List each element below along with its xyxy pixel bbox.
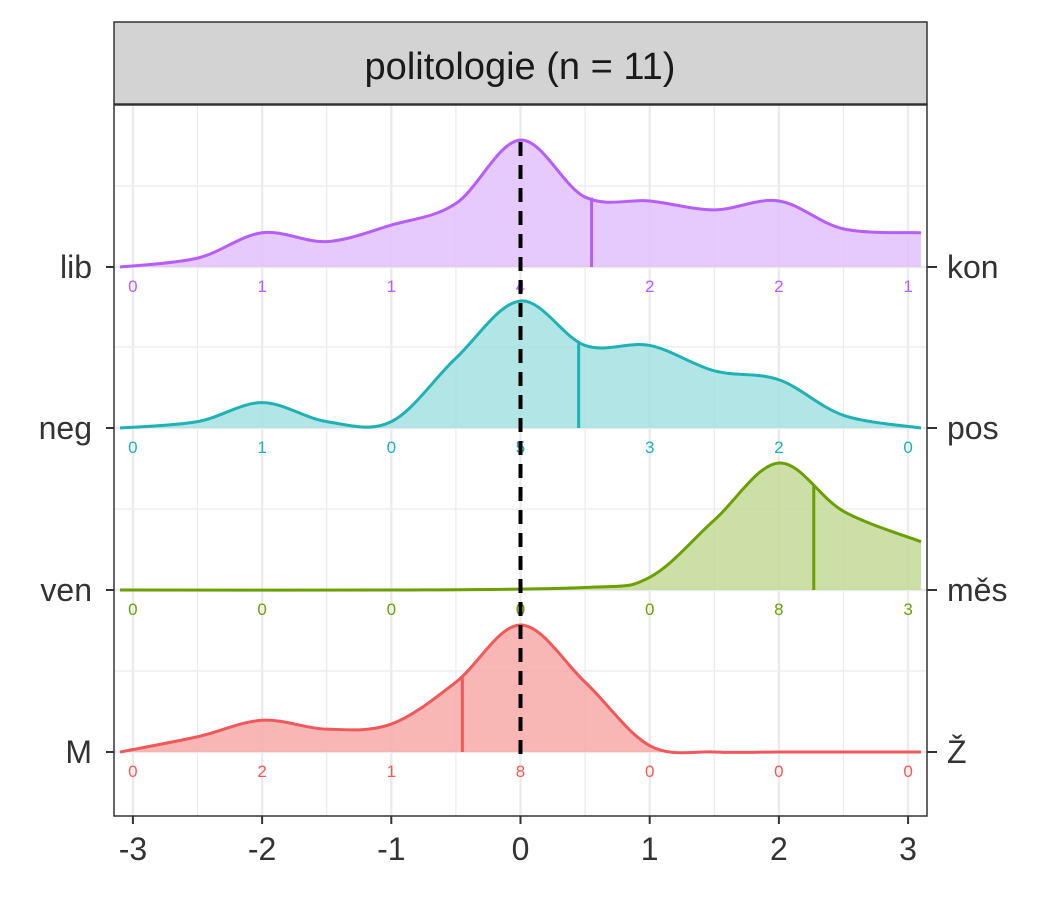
- y-label-left: lib: [60, 249, 92, 285]
- density-line: [119, 461, 922, 592]
- x-tick-label: -1: [377, 831, 405, 867]
- count-label: 8: [774, 600, 783, 619]
- y-label-right: Ž: [947, 734, 967, 770]
- count-label: 3: [645, 438, 654, 457]
- count-label: 1: [257, 438, 266, 457]
- facet-title: politologie (n = 11): [365, 46, 676, 88]
- count-label: 0: [257, 600, 266, 619]
- x-tick-label: -3: [119, 831, 147, 867]
- count-label: 1: [903, 277, 912, 296]
- facet-strip-background: [113, 21, 928, 105]
- ridges: 0114221010532000000830218000: [119, 138, 922, 781]
- y-label-left: ven: [40, 572, 92, 608]
- count-label: 0: [128, 600, 137, 619]
- x-tick-label: 0: [512, 831, 530, 867]
- count-label: 0: [387, 600, 396, 619]
- count-label: 0: [903, 438, 912, 457]
- count-label: 1: [387, 762, 396, 781]
- y-label-right: kon: [947, 249, 999, 285]
- density-area: [120, 300, 921, 428]
- y-label-left: M: [65, 734, 92, 770]
- x-tick-label: -2: [248, 831, 276, 867]
- count-label: 8: [516, 762, 525, 781]
- x-tick-label: 2: [770, 831, 788, 867]
- count-label: 0: [645, 600, 654, 619]
- count-label: 0: [387, 438, 396, 457]
- density-line: [119, 138, 922, 269]
- density-area: [120, 139, 921, 267]
- count-label: 2: [645, 277, 654, 296]
- y-label-right: měs: [947, 572, 1007, 608]
- y-label-right: pos: [947, 410, 999, 446]
- y-label-left: neg: [39, 410, 92, 446]
- count-label: 0: [128, 277, 137, 296]
- count-label: 3: [903, 600, 912, 619]
- facet-strip: politologie (n = 11): [113, 21, 928, 105]
- count-label: 0: [128, 762, 137, 781]
- density-area: [120, 625, 921, 753]
- count-label: 0: [774, 762, 783, 781]
- count-label: 0: [645, 762, 654, 781]
- x-tick-label: 3: [899, 831, 917, 867]
- count-label: 0: [903, 762, 912, 781]
- count-label: 1: [257, 277, 266, 296]
- count-label: 2: [774, 438, 783, 457]
- plot-panel: 0114221010532000000830218000: [113, 104, 928, 817]
- x-tick-label: 1: [641, 831, 659, 867]
- density-line: [119, 299, 922, 430]
- density-area: [120, 462, 921, 591]
- count-label: 1: [387, 277, 396, 296]
- count-label: 2: [774, 277, 783, 296]
- count-label: 0: [128, 438, 137, 457]
- count-label: 2: [257, 762, 266, 781]
